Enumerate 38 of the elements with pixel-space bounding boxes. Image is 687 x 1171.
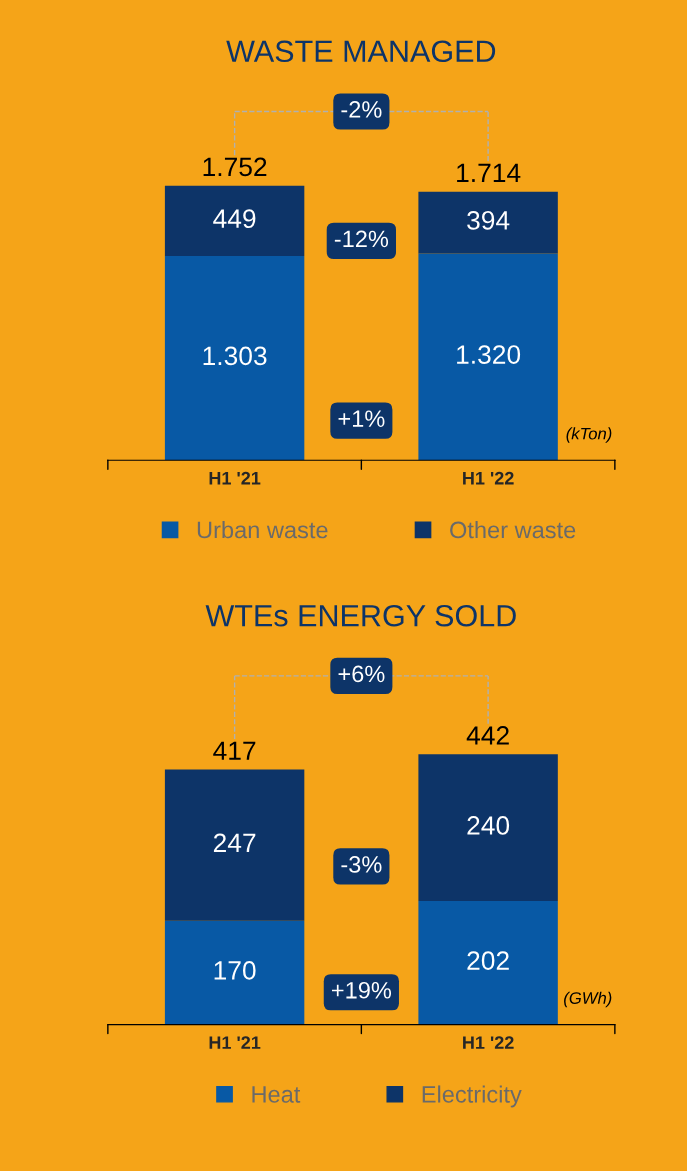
data-label: 170 [214, 961, 256, 980]
annotation: +19% [331, 981, 392, 999]
x-tick-label: H1 '22 [463, 1036, 514, 1049]
text: +6% [338, 665, 385, 683]
x-tick-label: H1 '21 [209, 471, 261, 485]
text: -2% [341, 101, 382, 118]
annotation: (GWh) [564, 991, 612, 1008]
total-label: 442 [466, 726, 509, 745]
annotation: -12% [334, 230, 389, 248]
total-label: 417 [213, 741, 256, 760]
total-label: 1.714 [457, 163, 521, 182]
data-label: 240 [467, 816, 510, 835]
legend-label: Heat [252, 1086, 301, 1103]
bar [418, 754, 558, 902]
chart-title: WASTE MANAGED [226, 40, 496, 63]
bar [164, 769, 305, 921]
legend-label: Other waste [450, 521, 576, 539]
data-label: 394 [467, 210, 510, 230]
annotation: -3% [341, 856, 382, 873]
data-label: 1.303 [203, 346, 267, 366]
legend-label: Urban waste [197, 521, 328, 539]
chart-title: WTEs ENERGY SOLD [205, 604, 516, 627]
x-tick-label: H1 '22 [463, 471, 514, 485]
x-tick-label: H1 '21 [209, 1036, 261, 1049]
annotation: (kTon) [566, 427, 612, 443]
bar [164, 256, 305, 461]
data-label: 449 [213, 209, 256, 229]
data-label: 202 [467, 951, 509, 970]
bar [164, 185, 305, 257]
bar [418, 253, 558, 461]
annotation: +1% [338, 410, 385, 427]
bar [418, 901, 558, 1025]
legend-label: Electricity [422, 1085, 522, 1108]
data-label: 1.320 [457, 345, 521, 364]
bar [164, 920, 305, 1025]
data-label: 247 [213, 833, 256, 852]
total-label: 1.752 [203, 157, 267, 177]
bar [418, 191, 558, 254]
